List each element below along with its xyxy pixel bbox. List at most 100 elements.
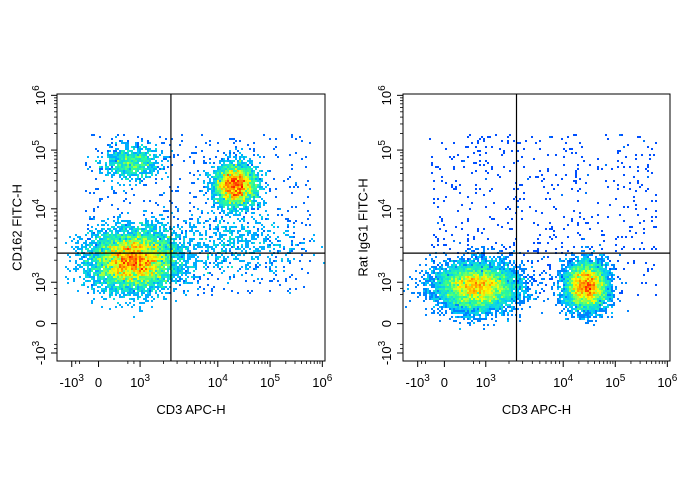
event-dot — [169, 144, 171, 146]
event-dot — [111, 146, 113, 148]
event-dot — [233, 202, 235, 204]
event-dot — [507, 280, 509, 282]
event-dot — [165, 280, 167, 282]
event-dot — [509, 276, 511, 278]
event-dot — [95, 234, 97, 236]
event-dot — [223, 198, 225, 200]
event-dot — [111, 186, 113, 188]
event-dot — [273, 244, 275, 246]
event-dot — [151, 236, 153, 238]
event-dot — [145, 280, 147, 282]
event-dot — [195, 264, 197, 266]
event-dot — [615, 198, 617, 200]
event-dot — [121, 280, 123, 282]
event-dot — [435, 268, 437, 270]
event-dot — [523, 272, 525, 274]
event-dot — [129, 170, 131, 172]
event-dot — [139, 172, 141, 174]
event-dot — [595, 278, 597, 280]
event-dot — [275, 146, 277, 148]
event-dot — [241, 184, 243, 186]
event-dot — [163, 228, 165, 230]
event-dot — [241, 154, 243, 156]
event-dot — [119, 242, 121, 244]
event-dot — [131, 286, 133, 288]
event-dot — [623, 174, 625, 176]
event-dot — [185, 278, 187, 280]
event-dot — [219, 234, 221, 236]
event-dot — [231, 182, 233, 184]
event-dot — [193, 182, 195, 184]
event-dot — [151, 222, 153, 224]
event-dot — [177, 262, 179, 264]
event-dot — [93, 248, 95, 250]
event-dot — [137, 234, 139, 236]
event-dot — [549, 278, 551, 280]
event-dot — [217, 258, 219, 260]
event-dot — [133, 230, 135, 232]
event-dot — [617, 184, 619, 186]
event-dot — [165, 210, 167, 212]
event-dot — [285, 280, 287, 282]
event-dot — [239, 192, 241, 194]
event-dot — [123, 238, 125, 240]
event-dot — [183, 260, 185, 262]
event-dot — [187, 256, 189, 258]
event-dot — [137, 178, 139, 180]
event-dot — [219, 186, 221, 188]
event-dot — [113, 264, 115, 266]
event-dot — [269, 270, 271, 272]
event-dot — [131, 234, 133, 236]
event-dot — [165, 240, 167, 242]
event-dot — [195, 260, 197, 262]
event-dot — [629, 182, 631, 184]
event-dot — [119, 166, 121, 168]
event-dot — [161, 262, 163, 264]
event-dot — [125, 172, 127, 174]
event-dot — [133, 282, 135, 284]
event-dot — [457, 280, 459, 282]
event-dot — [233, 172, 235, 174]
event-dot — [153, 170, 155, 172]
event-dot — [127, 150, 129, 152]
event-dot — [429, 268, 431, 270]
event-dot — [141, 256, 143, 258]
event-dot — [117, 182, 119, 184]
event-dot — [251, 186, 253, 188]
event-dot — [201, 190, 203, 192]
event-dot — [569, 280, 571, 282]
event-dot — [567, 236, 569, 238]
event-dot — [431, 156, 433, 158]
event-dot — [245, 268, 247, 270]
event-dot — [107, 166, 109, 168]
event-dot — [547, 168, 549, 170]
event-dot — [229, 226, 231, 228]
event-dot — [253, 180, 255, 182]
event-dot — [563, 260, 565, 262]
event-dot — [115, 156, 117, 158]
event-dot — [431, 162, 433, 164]
event-dot — [175, 206, 177, 208]
event-dot — [217, 200, 219, 202]
event-dot — [127, 292, 129, 294]
event-dot — [435, 266, 437, 268]
event-dot — [573, 272, 575, 274]
event-dot — [517, 274, 519, 276]
event-dot — [217, 194, 219, 196]
event-dot — [179, 272, 181, 274]
event-dot — [603, 268, 605, 270]
event-dot — [67, 268, 69, 270]
event-dot — [127, 174, 129, 176]
event-dot — [141, 158, 143, 160]
event-dot — [151, 306, 153, 308]
event-dot — [197, 222, 199, 224]
event-dot — [177, 236, 179, 238]
event-dot — [95, 178, 97, 180]
event-dot — [97, 224, 99, 226]
event-dot — [459, 264, 461, 266]
event-dot — [205, 232, 207, 234]
event-dot — [435, 278, 437, 280]
event-dot — [245, 200, 247, 202]
event-dot — [509, 170, 511, 172]
event-dot — [171, 258, 173, 260]
